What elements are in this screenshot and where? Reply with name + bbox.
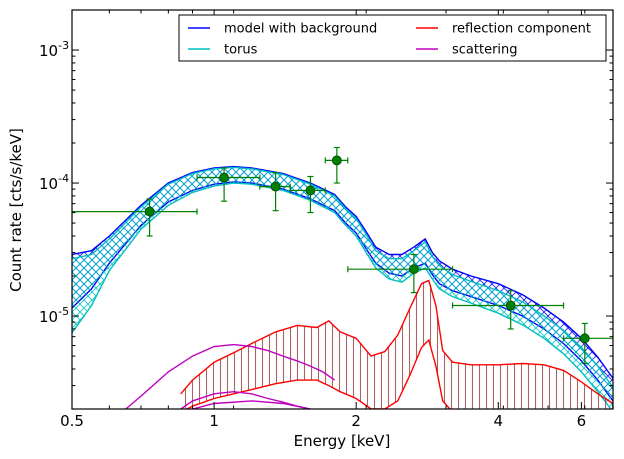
y-tick-label: 10-4 [39,172,69,193]
band-fill-2 [180,280,613,409]
point-marker [505,300,516,311]
x-tick-label: 1 [209,412,219,430]
band-lower-line-2 [185,338,451,409]
legend-label: reflection component [452,22,591,37]
legend-label: torus [224,43,258,58]
legend-box [178,14,607,62]
band-fill-1 [72,167,613,409]
scattering-line-0 [125,343,336,409]
band-upper-line-0 [72,165,613,379]
point-marker [579,333,590,344]
legend-label: scattering [452,43,518,58]
scattering-line-2 [192,400,311,409]
y-tick-label: 10-5 [39,305,69,326]
point-marker [144,206,155,217]
data-points [72,146,613,365]
scattering-lines [125,343,336,409]
x-tick-label: 6 [577,412,587,430]
data-point-4 [324,146,349,184]
x-axis-label: Energy [keV] [294,432,391,450]
plot-frame [71,9,614,410]
x-tick-label: 4 [494,412,504,430]
data-point-5 [347,253,454,294]
band-upper-line-2 [180,279,613,405]
band-lower-line-1 [72,182,612,409]
x-tick-label: 0.5 [60,412,84,430]
data-point-6 [451,290,565,330]
data-point-3 [289,175,326,214]
legend: model with background torus reflection com… [178,14,607,62]
data-point-2 [259,171,291,212]
x-tick-label: 2 [351,412,361,430]
legend-label: model with background [224,22,377,37]
data-point-0 [72,198,198,237]
point-marker [219,172,229,183]
y-axis-label: Count rate [cts/s/keV] [7,128,25,292]
band-upper-line-1 [72,166,613,388]
data-point-7 [562,322,613,365]
y-tick-label: 10-3 [39,39,69,60]
point-marker [408,264,419,275]
model-bands [72,165,613,409]
data-point-1 [196,167,261,202]
point-marker [331,155,342,166]
point-marker [270,181,281,192]
point-marker [305,185,316,196]
